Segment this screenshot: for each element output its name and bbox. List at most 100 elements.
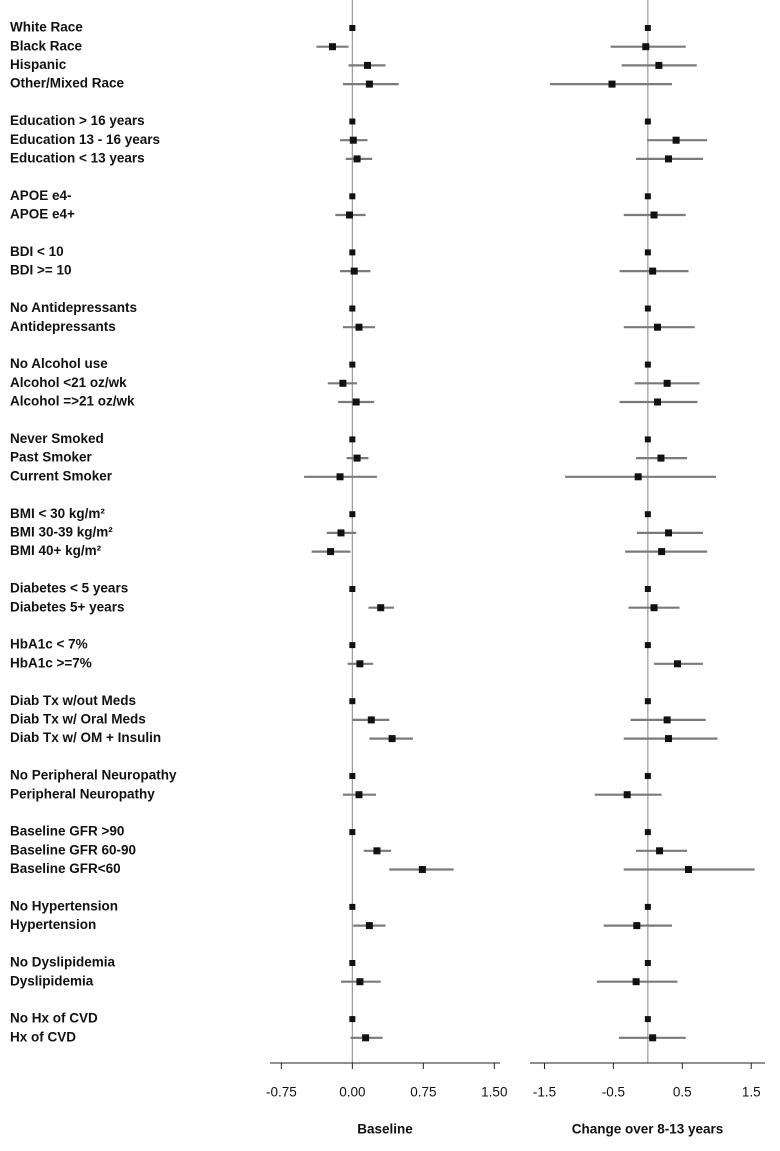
row-label: HbA1c >=7% bbox=[10, 655, 92, 670]
point-estimate bbox=[623, 791, 631, 799]
row-label: No Dyslipidemia bbox=[10, 955, 116, 970]
point-estimate bbox=[665, 155, 673, 163]
point-estimate bbox=[388, 735, 396, 743]
point-estimate bbox=[339, 379, 347, 387]
row-label: APOE e4- bbox=[10, 188, 72, 203]
row-label: Diab Tx w/out Meds bbox=[10, 693, 136, 708]
point-estimate bbox=[649, 267, 657, 275]
point-estimate bbox=[349, 193, 356, 200]
point-estimate bbox=[356, 978, 364, 986]
row-label: Education > 16 years bbox=[10, 113, 145, 128]
row-label: No Antidepressants bbox=[10, 300, 137, 315]
x-tick-label: -1.5 bbox=[533, 1085, 556, 1100]
row-label: Antidepressants bbox=[10, 319, 116, 334]
row-label: No Peripheral Neuropathy bbox=[10, 768, 177, 783]
point-estimate bbox=[349, 960, 356, 966]
point-estimate bbox=[367, 716, 375, 724]
point-estimate bbox=[672, 136, 680, 144]
point-estimate bbox=[685, 866, 693, 873]
point-estimate bbox=[365, 80, 373, 88]
point-estimate bbox=[355, 791, 363, 799]
x-tick-label: -0.5 bbox=[602, 1085, 625, 1100]
row-label: BMI 40+ kg/m² bbox=[10, 543, 102, 558]
point-estimate bbox=[352, 398, 360, 406]
row-label: Black Race bbox=[10, 38, 83, 53]
point-estimate bbox=[644, 436, 651, 443]
row-label: Education < 13 years bbox=[10, 150, 145, 165]
point-estimate bbox=[655, 61, 663, 69]
row-label: Hispanic bbox=[10, 57, 67, 72]
point-estimate bbox=[349, 305, 356, 312]
point-estimate bbox=[362, 1034, 370, 1042]
point-estimate bbox=[644, 642, 651, 649]
row-label: BDI < 10 bbox=[10, 244, 64, 259]
point-estimate bbox=[644, 1016, 651, 1023]
x-tick-label: 0.5 bbox=[673, 1085, 692, 1100]
x-axis-title: Baseline bbox=[357, 1122, 413, 1137]
point-estimate bbox=[327, 548, 335, 556]
x-tick-label: 0.00 bbox=[339, 1085, 365, 1100]
point-estimate bbox=[644, 773, 651, 779]
point-estimate bbox=[642, 43, 650, 51]
point-estimate bbox=[349, 249, 356, 256]
x-tick-label: 1.50 bbox=[481, 1085, 507, 1100]
row-label: BDI >= 10 bbox=[10, 263, 72, 278]
row-label: Education 13 - 16 years bbox=[10, 132, 160, 147]
x-tick-label: 0.75 bbox=[410, 1085, 436, 1100]
point-estimate bbox=[644, 25, 651, 31]
row-label: Diab Tx w/ OM + Insulin bbox=[10, 730, 161, 745]
point-estimate bbox=[644, 305, 651, 312]
point-estimate bbox=[373, 847, 381, 855]
point-estimate bbox=[632, 978, 640, 986]
row-label: APOE e4+ bbox=[10, 207, 75, 222]
point-estimate bbox=[336, 473, 344, 481]
point-estimate bbox=[349, 773, 356, 779]
point-estimate bbox=[337, 529, 345, 537]
row-label: Diabetes < 5 years bbox=[10, 581, 128, 596]
row-label: Past Smoker bbox=[10, 450, 93, 465]
point-estimate bbox=[644, 698, 651, 705]
point-estimate bbox=[349, 25, 356, 31]
row-label: BMI 30-39 kg/m² bbox=[10, 524, 113, 539]
point-estimate bbox=[653, 323, 661, 331]
point-estimate bbox=[353, 155, 361, 163]
point-estimate bbox=[349, 586, 356, 592]
point-estimate bbox=[673, 660, 681, 668]
point-estimate bbox=[349, 118, 356, 125]
point-estimate bbox=[644, 193, 651, 200]
row-label: Diabetes 5+ years bbox=[10, 599, 124, 614]
row-label: Other/Mixed Race bbox=[10, 76, 125, 91]
point-estimate bbox=[349, 829, 356, 836]
point-estimate bbox=[608, 80, 616, 88]
row-label: Alcohol =>21 oz/wk bbox=[10, 394, 135, 409]
point-estimate bbox=[353, 454, 361, 462]
point-estimate bbox=[657, 454, 665, 462]
row-label: No Hypertension bbox=[10, 898, 118, 913]
point-estimate bbox=[349, 361, 356, 368]
point-estimate bbox=[363, 61, 371, 69]
point-estimate bbox=[644, 118, 651, 125]
point-estimate bbox=[349, 642, 356, 649]
x-axis-title: Change over 8-13 years bbox=[572, 1122, 724, 1137]
row-label: No Alcohol use bbox=[10, 356, 108, 371]
point-estimate bbox=[634, 473, 642, 481]
point-estimate bbox=[349, 1016, 356, 1023]
point-estimate bbox=[644, 903, 651, 910]
point-estimate bbox=[356, 660, 364, 668]
point-estimate bbox=[633, 922, 641, 930]
row-label: Dyslipidemia bbox=[10, 973, 94, 988]
row-label: BMI < 30 kg/m² bbox=[10, 506, 105, 521]
x-tick-label: -0.75 bbox=[266, 1085, 297, 1100]
point-estimate bbox=[349, 511, 356, 518]
row-label: Hypertension bbox=[10, 917, 96, 932]
point-estimate bbox=[653, 398, 661, 406]
row-label: Baseline GFR<60 bbox=[10, 861, 121, 876]
point-estimate bbox=[350, 267, 358, 275]
point-estimate bbox=[663, 379, 671, 387]
point-estimate bbox=[656, 847, 664, 855]
row-label: Current Smoker bbox=[10, 468, 113, 483]
point-estimate bbox=[355, 323, 363, 331]
x-tick-label: 1.5 bbox=[742, 1085, 761, 1100]
point-estimate bbox=[644, 960, 651, 966]
